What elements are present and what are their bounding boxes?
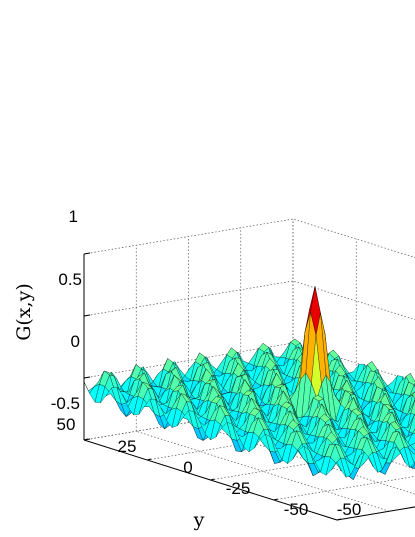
grid-line	[292, 218, 415, 258]
grid-line	[83, 342, 294, 379]
z-axis-label: G(x,y)	[13, 283, 35, 341]
x-axis-line	[336, 506, 415, 521]
y-tick-mark	[273, 498, 278, 501]
y-tick-label: 0	[183, 458, 192, 477]
grid-line	[136, 430, 390, 512]
surface-mesh	[83, 286, 415, 480]
z-tick-label: 0	[71, 332, 80, 351]
y-tick-mark	[83, 438, 89, 441]
y-tick-label: -25	[226, 479, 251, 498]
surface-patch	[331, 461, 342, 472]
y-tick-mark	[210, 478, 215, 481]
z-tick-label: -0.5	[51, 394, 80, 413]
z-tick-mark	[83, 252, 91, 255]
axis-lines	[83, 252, 415, 521]
y-axis-label: y	[193, 509, 205, 531]
x-tick-label: -50	[337, 500, 362, 519]
z-tick-label: 1	[69, 207, 78, 226]
z-tick-mark	[83, 376, 91, 379]
y-tick-mark	[147, 458, 152, 461]
y-tick-label: 25	[118, 437, 137, 456]
y-tick-mark	[336, 518, 342, 521]
grid-line	[292, 280, 415, 320]
z-tick-label: 0.5	[58, 270, 82, 289]
y-tick-label: -50	[284, 500, 309, 519]
y-tick-label: 50	[57, 415, 76, 434]
z-tick-mark	[83, 314, 91, 317]
grid-line	[83, 404, 294, 441]
grid-line	[273, 475, 415, 501]
